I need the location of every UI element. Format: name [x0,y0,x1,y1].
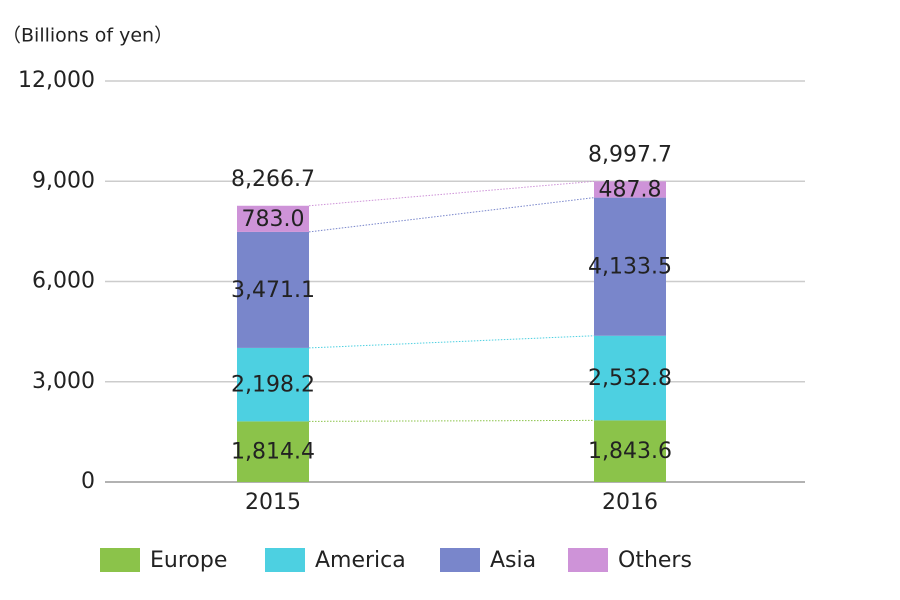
value-label: 3,471.1 [231,278,315,303]
total-label: 8,997.7 [588,142,672,167]
value-label: 2,532.8 [588,366,672,391]
value-label: 4,133.5 [588,255,672,280]
bar-segment [594,181,666,198]
legend-swatch [568,548,608,572]
bar-segment [237,231,309,348]
bar-segment [594,197,666,336]
total-label: 8,266.7 [231,167,315,192]
connector [308,180,595,207]
value-label: 1,814.4 [231,440,315,465]
value-label: 1,843.6 [588,439,672,464]
connector [308,197,595,233]
legend-label: Europe [150,548,227,573]
bar-segment [237,421,309,482]
bar-segment [237,205,309,232]
connector [308,419,595,422]
y-tick-label: 6,000 [32,269,95,294]
legend-swatch [100,548,140,572]
bar-segment [594,335,666,421]
y-tick-label: 12,000 [18,68,95,93]
y-tick-label: 0 [81,469,95,494]
x-tick-label: 2015 [245,490,301,515]
y-axis-label: （Billions of yen） [2,25,173,47]
y-tick-label: 3,000 [32,369,95,394]
legend-label: America [315,548,406,573]
value-label: 2,198.2 [231,373,315,398]
bar-segment [594,420,666,482]
connector [308,335,595,349]
legend-swatch [440,548,480,572]
legend-label: Others [618,548,692,573]
x-tick-label: 2016 [602,490,658,515]
value-label: 487.8 [599,177,662,202]
value-label: 783.0 [242,207,305,232]
y-tick-label: 9,000 [32,168,95,193]
bar-segment [237,347,309,422]
legend-swatch [265,548,305,572]
legend-label: Asia [490,548,536,573]
